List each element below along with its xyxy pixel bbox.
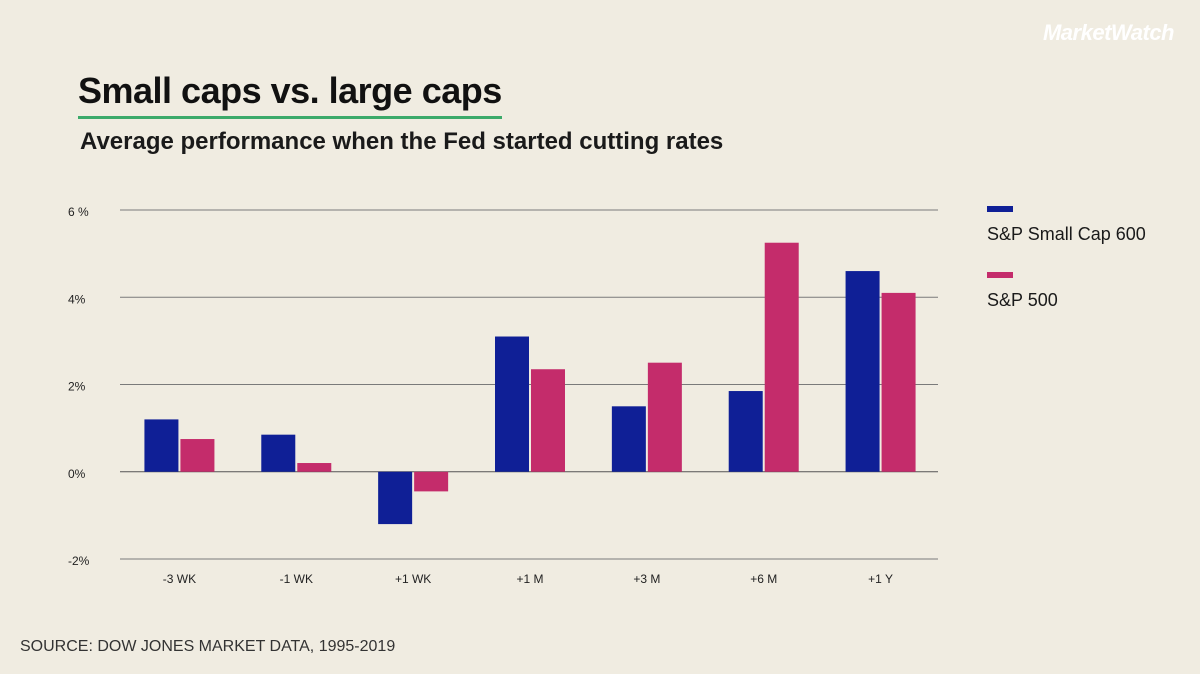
bar-sp500 — [180, 439, 215, 472]
x-tick-label: +6 M — [750, 572, 777, 586]
chart-subtitle: Average performance when the Fed started… — [80, 128, 724, 155]
bar-sp500 — [764, 242, 799, 472]
chart-title: Small caps vs. large caps — [78, 70, 502, 119]
bar-small-cap-600 — [144, 419, 179, 472]
x-tick-label: +3 M — [633, 572, 660, 586]
x-tick-label: +1 Y — [868, 572, 893, 586]
legend-label-small-cap: S&P Small Cap 600 — [987, 224, 1146, 244]
x-tick-label: -3 WK — [163, 572, 196, 586]
bar-small-cap-600 — [495, 336, 529, 472]
legend-item-small-cap: S&P Small Cap 600 — [987, 206, 1146, 245]
y-tick-label: -2% — [68, 554, 90, 568]
marketwatch-logo: MarketWatch — [1042, 20, 1175, 45]
bar-small-cap-600 — [845, 271, 880, 472]
bar-sp500 — [881, 292, 916, 472]
y-tick-label: 4% — [68, 292, 86, 306]
x-tick-label: +1 M — [516, 572, 543, 586]
y-tick-label: 2% — [68, 380, 86, 394]
legend-item-sp500: S&P 500 — [987, 272, 1058, 311]
y-tick-label: 6 % — [68, 205, 89, 219]
bar-small-cap-600 — [378, 471, 413, 525]
legend-swatch-sp500 — [987, 272, 1013, 278]
source-note: SOURCE: DOW JONES MARKET DATA, 1995-2019 — [20, 638, 396, 655]
x-tick-label: +1 WK — [395, 572, 431, 586]
bar-sp500 — [531, 369, 565, 472]
y-tick-label: 0% — [68, 467, 86, 481]
legend-label-sp500: S&P 500 — [987, 290, 1058, 310]
bar-sp500 — [297, 463, 332, 472]
bar-sp500 — [414, 471, 449, 492]
bar-sp500 — [647, 362, 682, 472]
bar-small-cap-600 — [261, 434, 296, 472]
bar-small-cap-600 — [728, 391, 763, 472]
legend-swatch-small-cap — [987, 206, 1013, 212]
bar-small-cap-600 — [611, 406, 646, 472]
x-tick-label: -1 WK — [280, 572, 313, 586]
